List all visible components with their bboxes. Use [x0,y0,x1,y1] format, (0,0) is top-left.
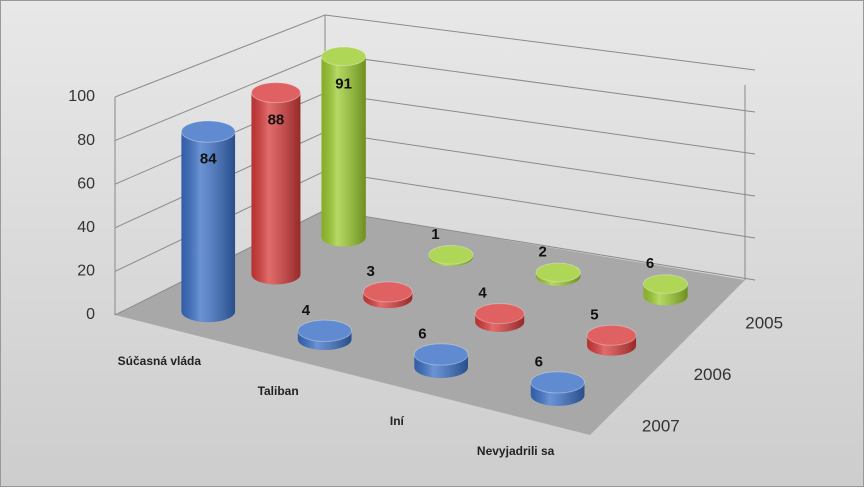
data-label: 2 [539,243,547,260]
cylinder-top [413,343,469,366]
cylinder-shade [181,131,236,323]
cylinder-shade [363,291,413,309]
data-label: 4 [302,302,311,319]
cylinder-shade [428,254,474,267]
cylinder-top [320,46,367,67]
cylinder-top [297,319,353,342]
cylinder-top-light [587,325,637,346]
cylinder-shade [414,354,468,378]
y-tick-label: 40 [77,219,95,236]
series-label: 2005 [745,313,783,332]
data-label: 6 [535,353,543,370]
cylinder-top [474,303,525,325]
series-label: 2007 [642,417,680,436]
cylinder-shade [530,382,585,406]
cylinder-shade [536,272,581,286]
cylinder-top [250,82,301,104]
cylinder-shade [251,92,301,285]
data-label: 91 [335,75,352,92]
x-tick-label: Taliban [258,384,299,398]
y-tick-label: 0 [86,306,95,323]
cylinder-shade [297,330,352,351]
cylinder-top-light [181,120,236,143]
grid-line [114,14,756,98]
data-label: 84 [200,151,217,168]
cylinder-top-light [536,263,581,282]
cylinder-top [428,245,474,265]
x-tick-label: Iní [390,414,405,428]
series-label: 2006 [694,365,732,384]
cylinder-top-light [414,343,468,366]
cylinder-top-light [297,320,352,342]
cylinder-shade [643,284,688,306]
data-label: 6 [418,325,426,342]
data-label: 4 [478,285,487,302]
data-label: 88 [268,112,285,129]
cylinder-top-light [363,281,413,302]
y-tick-label: 60 [77,175,95,192]
data-label: 5 [590,306,598,323]
cylinder-top-light [530,371,585,394]
cylinder-shade [587,335,637,356]
x-tick-label: Nevyjadrili sa [477,444,555,458]
y-tick-label: 80 [77,132,95,149]
cylinder-top [180,120,236,143]
cylinder-top-light [475,303,525,324]
cylinder-top [362,281,413,303]
cylinder-top-light [321,47,366,66]
data-label: 3 [366,263,374,280]
cylinder-top-light [251,82,301,103]
cylinder-shade [321,56,366,247]
cylinder-top [586,324,637,346]
cylinder-top [642,274,689,294]
cylinder-top [535,262,581,283]
data-label: 6 [646,255,654,272]
y-tick-label: 20 [77,263,95,280]
cylinder-top [530,371,585,394]
data-label: 1 [431,226,439,243]
cylinder-top-light [643,274,688,294]
cylinder-shade [475,313,525,332]
y-tick-label: 100 [68,88,95,105]
x-tick-label: Súčasná vláda [118,354,202,368]
cylinder-top-light [428,245,474,265]
